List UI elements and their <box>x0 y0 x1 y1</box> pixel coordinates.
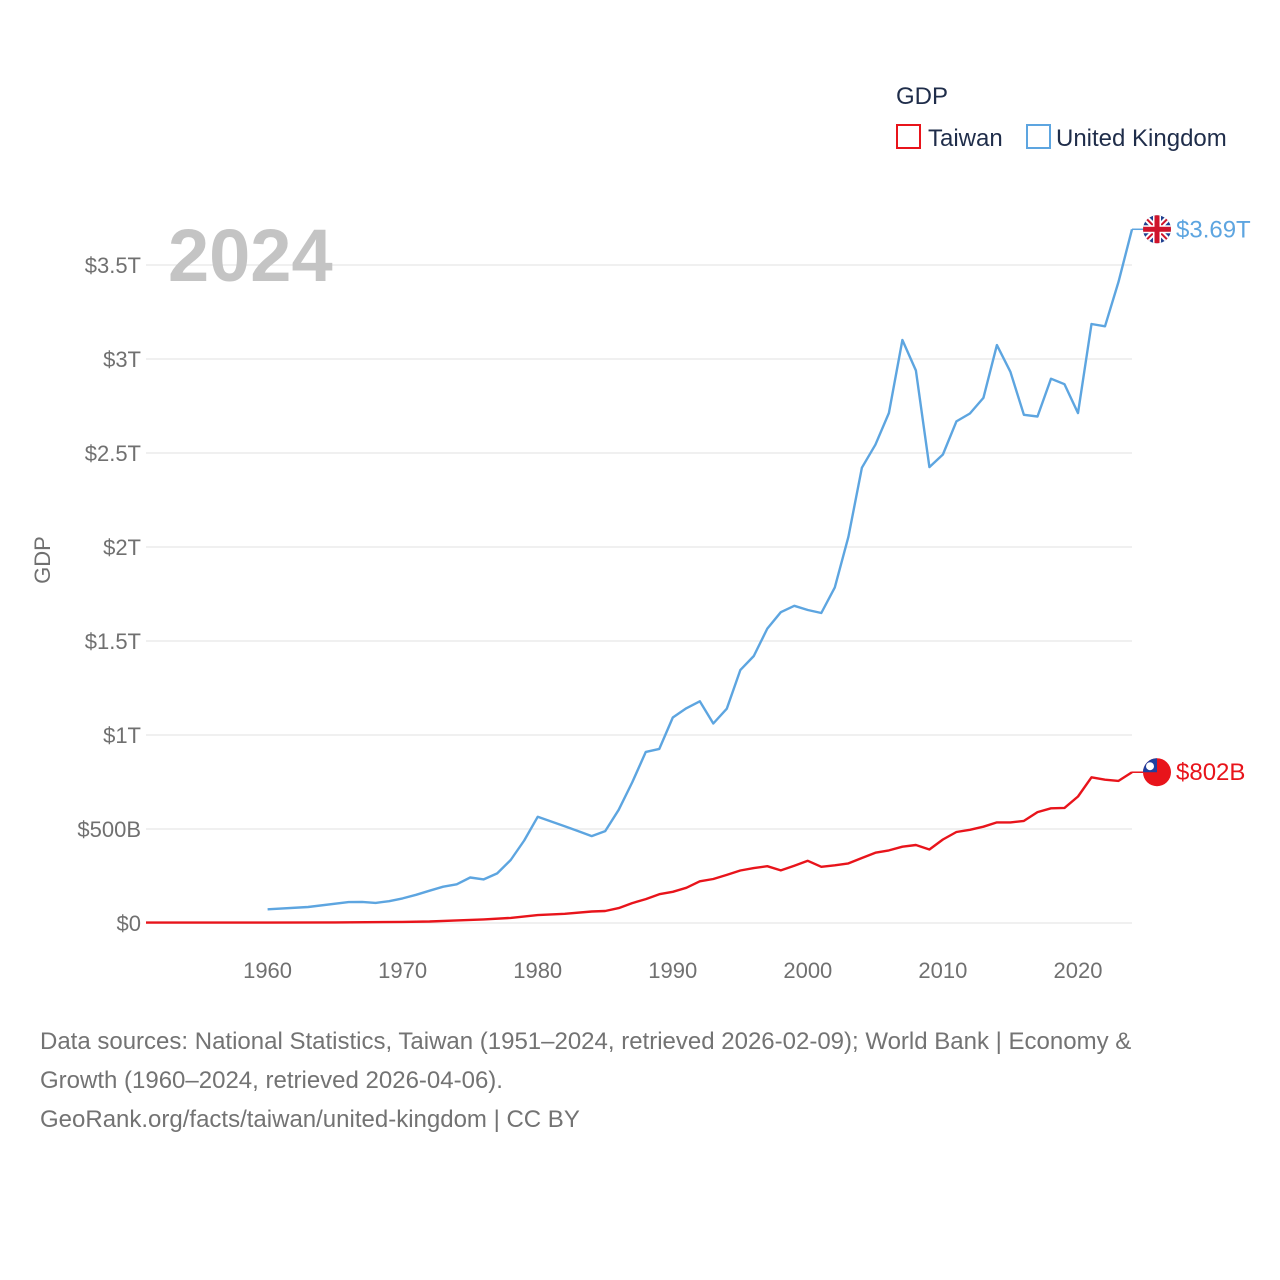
x-axis-ticks: 1960 1970 1980 1990 2000 2010 2020 <box>243 958 1102 983</box>
y-tick-label: $2.5T <box>85 441 141 466</box>
y-tick-label: $1.5T <box>85 629 141 654</box>
legend-title: GDP <box>896 83 948 110</box>
uk-flag-icon <box>1143 215 1171 244</box>
sources-line-2: Growth (1960–2024, retrieved 2026-04-06)… <box>40 1067 503 1094</box>
sources-line-1: Data sources: National Statistics, Taiwa… <box>40 1028 1132 1055</box>
year-label: 2024 <box>168 214 333 297</box>
legend: GDP Taiwan United Kingdom <box>896 83 1227 152</box>
y-tick-label: $3.5T <box>85 253 141 278</box>
x-tick-label: 2000 <box>783 958 832 983</box>
y-tick-label: $3T <box>103 347 141 372</box>
x-tick-label: 2010 <box>918 958 967 983</box>
y-axis-ticks: $0 $500B $1T $1.5T $2T $2.5T $3T $3.5T <box>77 253 141 936</box>
grid-lines <box>146 264 1132 924</box>
y-tick-label: $500B <box>77 817 141 842</box>
end-markers: $802B $3.69T <box>1132 215 1251 787</box>
x-tick-label: 1960 <box>243 958 292 983</box>
x-tick-label: 2020 <box>1053 958 1102 983</box>
sources-line-3[interactable]: GeoRank.org/facts/taiwan/united-kingdom … <box>40 1106 580 1133</box>
end-label-taiwan: $802B <box>1176 759 1245 786</box>
x-tick-label: 1990 <box>648 958 697 983</box>
y-tick-label: $2T <box>103 535 141 560</box>
legend-item-united-kingdom[interactable]: United Kingdom <box>1026 124 1227 152</box>
legend-swatch-taiwan <box>896 124 921 149</box>
legend-label-taiwan: Taiwan <box>928 125 1003 152</box>
taiwan-flag-icon <box>1143 758 1171 787</box>
y-tick-label: $1T <box>103 723 141 748</box>
series-line-taiwan <box>146 771 1133 924</box>
x-tick-label: 1980 <box>513 958 562 983</box>
series-line-united-kingdom <box>267 229 1134 911</box>
legend-label-united-kingdom: United Kingdom <box>1056 125 1227 152</box>
legend-swatch-united-kingdom <box>1026 124 1051 149</box>
end-label-united-kingdom: $3.69T <box>1176 216 1251 243</box>
x-tick-label: 1970 <box>378 958 427 983</box>
data-sources: Data sources: National Statistics, Taiwa… <box>40 1022 1240 1139</box>
y-tick-label: $0 <box>117 911 141 936</box>
y-axis-label: GDP <box>30 536 55 584</box>
series-lines <box>146 229 1134 924</box>
legend-item-taiwan[interactable]: Taiwan <box>896 124 1003 152</box>
